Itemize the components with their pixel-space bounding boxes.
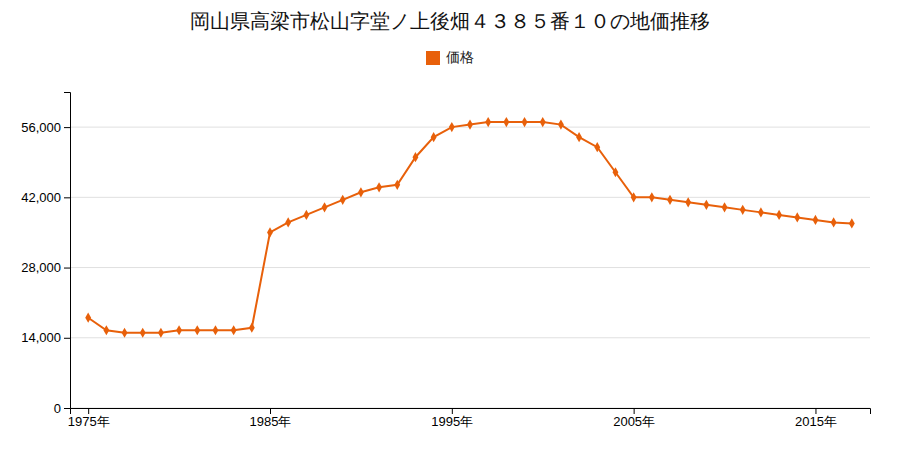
tick: 2005年 bbox=[613, 408, 655, 429]
marker bbox=[394, 180, 400, 190]
series-line bbox=[88, 122, 852, 333]
marker bbox=[649, 192, 655, 202]
marker bbox=[794, 212, 800, 222]
marker bbox=[85, 313, 91, 323]
tick-label: 14,000 bbox=[21, 330, 61, 345]
tick-mark bbox=[64, 127, 70, 128]
tick: 42,000 bbox=[21, 190, 70, 205]
axis-line bbox=[64, 93, 71, 409]
tick: 1975年 bbox=[68, 408, 110, 429]
tick: 56,000 bbox=[21, 120, 70, 135]
grid-line bbox=[70, 337, 870, 338]
tick-mark bbox=[88, 408, 89, 414]
marker bbox=[213, 325, 219, 335]
tick-label: 1975年 bbox=[68, 414, 110, 429]
marker bbox=[540, 117, 546, 127]
marker bbox=[376, 182, 382, 192]
tick-mark bbox=[634, 408, 635, 414]
tick-label: 28,000 bbox=[21, 260, 61, 275]
marker bbox=[358, 187, 364, 197]
marker bbox=[831, 217, 837, 227]
marks bbox=[85, 117, 855, 338]
tick: 28,000 bbox=[21, 260, 70, 275]
marker bbox=[522, 117, 528, 127]
marker bbox=[576, 132, 582, 142]
marker bbox=[776, 210, 782, 220]
tick-mark bbox=[64, 408, 70, 409]
tick: 1995年 bbox=[431, 408, 473, 429]
legend: 価格 bbox=[426, 49, 474, 65]
marker bbox=[631, 192, 637, 202]
tick-mark bbox=[64, 338, 70, 339]
tick-mark bbox=[815, 408, 816, 414]
marker bbox=[449, 122, 455, 132]
marker bbox=[758, 207, 764, 217]
marker bbox=[431, 132, 437, 142]
marker bbox=[558, 120, 564, 130]
marker bbox=[249, 323, 255, 333]
marker bbox=[103, 325, 109, 335]
marker bbox=[122, 328, 128, 338]
marker bbox=[722, 202, 728, 212]
tick-label: 1995年 bbox=[431, 414, 473, 429]
tick-mark bbox=[270, 408, 271, 414]
marker bbox=[303, 210, 309, 220]
marker bbox=[231, 325, 237, 335]
tick: 2015年 bbox=[795, 408, 837, 429]
tick-label: 42,000 bbox=[21, 190, 61, 205]
x-axis: 1975年 1985年 1995年 2005年 2015年 bbox=[68, 408, 871, 429]
marker bbox=[485, 117, 491, 127]
marker bbox=[813, 215, 819, 225]
marker bbox=[594, 142, 600, 152]
legend-item: 価格 bbox=[426, 49, 474, 65]
marker bbox=[322, 202, 328, 212]
tick-label: 2005年 bbox=[613, 414, 655, 429]
chart-svg: 岡山県高梁市松山字堂ノ上後畑４３８５番１０の地価推移 1975年 1985年 1995… bbox=[0, 0, 900, 450]
marker bbox=[849, 218, 855, 228]
marker bbox=[740, 205, 746, 215]
legend-swatch bbox=[426, 51, 440, 65]
tick: 14,000 bbox=[21, 330, 70, 345]
marker bbox=[467, 120, 473, 130]
marker bbox=[685, 197, 691, 207]
y-axis: 0 14,000 28,000 42,000 56,000 bbox=[21, 93, 70, 416]
tick-mark bbox=[452, 408, 453, 414]
marker bbox=[194, 325, 200, 335]
tick: 0 bbox=[54, 401, 70, 416]
marker bbox=[285, 217, 291, 227]
grid-line bbox=[70, 197, 870, 198]
marker bbox=[703, 200, 709, 210]
marker bbox=[176, 325, 182, 335]
tick-label: 2015年 bbox=[795, 414, 837, 429]
marker bbox=[340, 195, 346, 205]
chart-title: 岡山県高梁市松山字堂ノ上後畑４３８５番１０の地価推移 bbox=[190, 9, 710, 33]
tick: 1985年 bbox=[250, 408, 292, 429]
plot-area: 1975年 1985年 1995年 2005年 2015年 0 14,000 28,000 42… bbox=[21, 93, 870, 430]
legend-label: 価格 bbox=[446, 49, 474, 65]
tick-label: 56,000 bbox=[21, 120, 61, 135]
axis-line bbox=[71, 409, 871, 415]
marker bbox=[667, 195, 673, 205]
grid-line bbox=[70, 267, 870, 268]
tick-label: 0 bbox=[54, 401, 61, 416]
marker bbox=[267, 227, 273, 237]
tick-mark bbox=[64, 197, 70, 198]
marker bbox=[413, 152, 419, 162]
grid bbox=[70, 127, 870, 408]
tick-label: 1985年 bbox=[250, 414, 292, 429]
tick-mark bbox=[64, 268, 70, 269]
marker bbox=[613, 167, 619, 177]
marker bbox=[503, 117, 509, 127]
marker bbox=[140, 328, 146, 338]
marker bbox=[158, 328, 164, 338]
